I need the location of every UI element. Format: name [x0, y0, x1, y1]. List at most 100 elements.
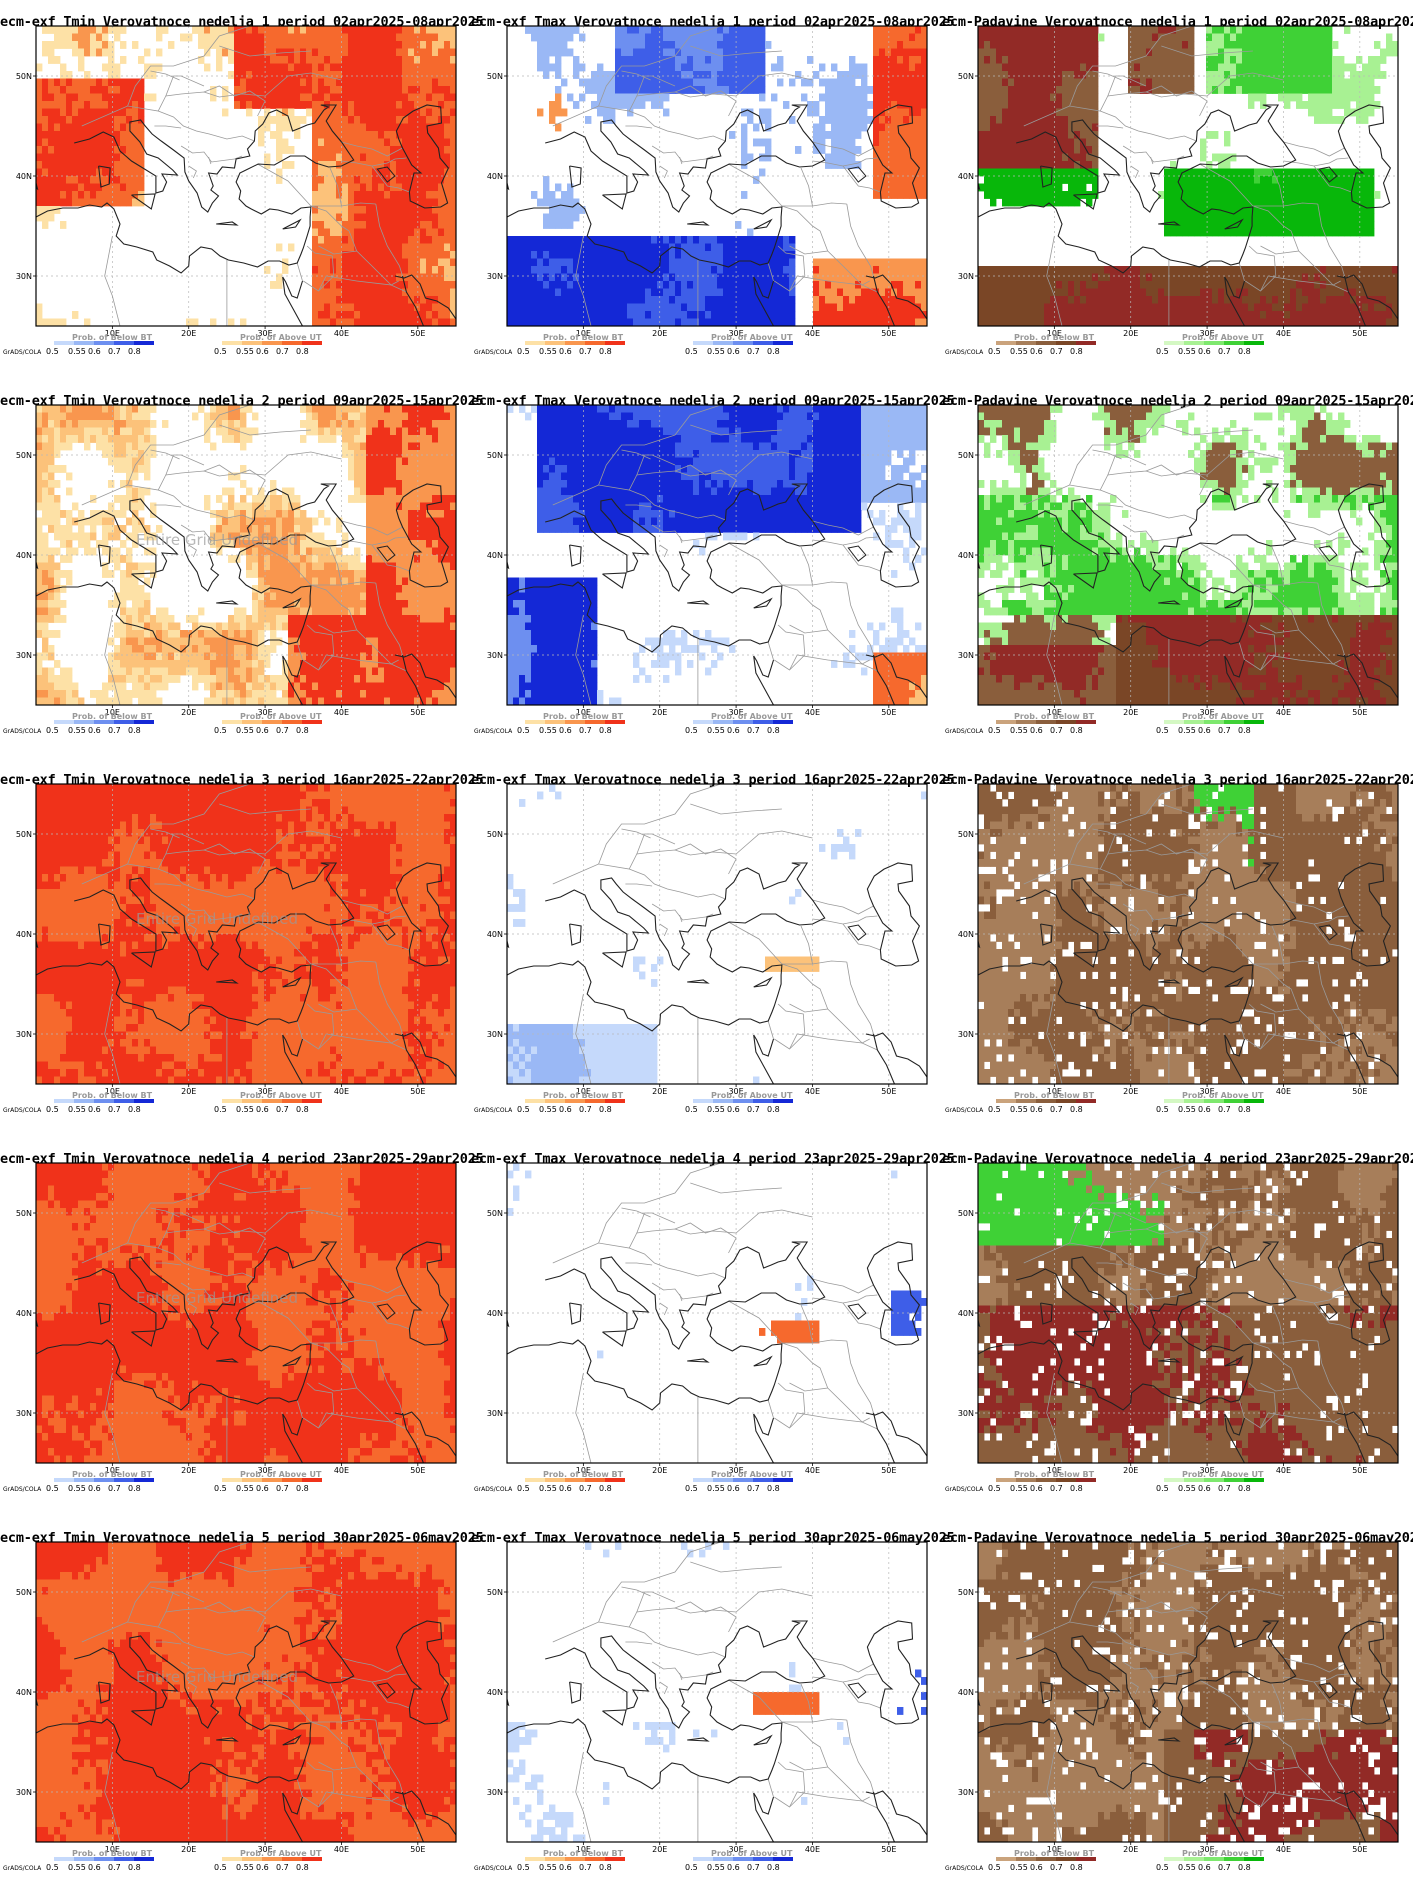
- legend-level-label: 0.8: [767, 1105, 780, 1114]
- legend-level-label: 0.5: [1156, 1105, 1169, 1114]
- legend-above-title: Prob. of Above UT: [1182, 1470, 1264, 1479]
- legend-level-label: 0.8: [767, 347, 780, 356]
- lon-tick-label: 40E: [1276, 1845, 1291, 1854]
- legend-level-label: 0.7: [1050, 1863, 1063, 1872]
- geography-outlines: [36, 1542, 456, 1842]
- lon-tick-label: 30E: [1199, 329, 1214, 338]
- legend-level-label: 0.5: [1156, 726, 1169, 735]
- lon-tick-label: 20E: [652, 1087, 667, 1096]
- legend-level-label: 0.5: [214, 726, 227, 735]
- probability-field: [978, 26, 1398, 326]
- legend-level-label: 0.5: [517, 1863, 530, 1872]
- lon-tick-label: 50E: [410, 1466, 425, 1475]
- lat-tick-label: 50N: [487, 451, 503, 460]
- legend-above-title: Prob. of Above UT: [1182, 1849, 1264, 1858]
- lat-tick-label: 40N: [16, 930, 32, 939]
- legend-level-label: 0.6: [88, 1863, 101, 1872]
- legend-level-label: 0.7: [579, 1484, 592, 1493]
- lon-tick-label: 50E: [881, 329, 896, 338]
- legend-level-label: 0.55: [236, 1484, 254, 1493]
- lon-tick-label: 30E: [1199, 1087, 1214, 1096]
- map-panel-tmin-w4: ecm-exf Tmin Verovatnoce nedelja 4 perio…: [0, 1137, 484, 1516]
- lat-tick-label: 40N: [487, 172, 503, 181]
- legend-level-label: 0.55: [707, 347, 725, 356]
- legend-level-label: 0.8: [296, 1484, 309, 1493]
- lon-tick-label: 40E: [334, 1845, 349, 1854]
- grads-credit: GrADS/COLA: [945, 1107, 984, 1114]
- legend-level-label: 0.55: [707, 1863, 725, 1872]
- geography-outlines: [507, 1542, 927, 1842]
- legend-level-label: 0.7: [108, 1105, 121, 1114]
- lon-tick-label: 10E: [1047, 1845, 1062, 1854]
- legend-level-label: 0.8: [767, 1863, 780, 1872]
- probability-map: 10E 20E 30E 40E 50E 30N 40N 50N GrADS/COLA Prob. …: [474, 1541, 928, 1872]
- lon-tick-label: 10E: [1047, 1466, 1062, 1475]
- legend-level-label: 0.7: [579, 1863, 592, 1872]
- legend-level-label: 0.8: [128, 726, 141, 735]
- grads-credit: GrADS/COLA: [474, 1865, 513, 1872]
- legend-below-title: Prob. of Below BT: [1014, 712, 1095, 721]
- geography-outlines: [36, 405, 456, 705]
- geography-outlines: [507, 26, 927, 326]
- legend-level-label: 0.6: [1030, 726, 1043, 735]
- legend-level-label: 0.55: [707, 1105, 725, 1114]
- legend-level-label: 0.6: [1198, 347, 1211, 356]
- lon-tick-label: 50E: [1352, 1845, 1367, 1854]
- map-panel-pad-w5: ecm-Padavine Verovatnoce nedelja 5 perio…: [942, 1516, 1413, 1895]
- probability-map: Entire Grid Undefined 10E 20E 30E 40E 50E 30N 4…: [3, 1162, 457, 1493]
- lat-tick-label: 50N: [487, 830, 503, 839]
- legend-level-label: 0.5: [988, 1105, 1001, 1114]
- legend-level-label: 0.7: [108, 347, 121, 356]
- legend-level-label: 0.8: [1238, 1484, 1251, 1493]
- lon-tick-label: 20E: [652, 708, 667, 717]
- lat-tick-label: 50N: [487, 1209, 503, 1218]
- lon-tick-label: 40E: [805, 1845, 820, 1854]
- lon-tick-label: 10E: [105, 1845, 120, 1854]
- probability-map: Entire Grid Undefined 10E 20E 30E 40E 50E 30N 4…: [3, 1541, 457, 1872]
- lon-tick-label: 50E: [1352, 708, 1367, 717]
- lat-tick-label: 50N: [16, 451, 32, 460]
- grid-undefined-note: Entire Grid Undefined: [136, 910, 298, 928]
- legend-level-label: 0.5: [1156, 1863, 1169, 1872]
- legend-level-label: 0.8: [1238, 1105, 1251, 1114]
- lat-tick-label: 40N: [487, 551, 503, 560]
- lon-tick-label: 20E: [1123, 1466, 1138, 1475]
- legend-level-label: 0.55: [539, 1105, 557, 1114]
- grads-credit: GrADS/COLA: [474, 1486, 513, 1493]
- lat-tick-label: 30N: [16, 651, 32, 660]
- legend-level-label: 0.55: [236, 1105, 254, 1114]
- lon-tick-label: 40E: [334, 329, 349, 338]
- lon-tick-label: 50E: [1352, 1087, 1367, 1096]
- legend-below-title: Prob. of Below BT: [72, 333, 153, 342]
- legend-level-label: 0.6: [559, 1484, 572, 1493]
- legend-above-title: Prob. of Above UT: [1182, 333, 1264, 342]
- lat-tick-label: 40N: [958, 551, 974, 560]
- legend-level-label: 0.7: [1218, 1863, 1231, 1872]
- legend-level-label: 0.6: [88, 347, 101, 356]
- lat-tick-label: 30N: [487, 272, 503, 281]
- legend-level-label: 0.6: [559, 1105, 572, 1114]
- legend-level-label: 0.7: [108, 726, 121, 735]
- legend-level-label: 0.55: [1178, 726, 1196, 735]
- legend-above-title: Prob. of Above UT: [711, 333, 793, 342]
- grads-credit: GrADS/COLA: [474, 349, 513, 356]
- lon-tick-label: 50E: [410, 1087, 425, 1096]
- legend-level-label: 0.7: [276, 1105, 289, 1114]
- legend-level-label: 0.6: [256, 1484, 269, 1493]
- lon-tick-label: 20E: [1123, 329, 1138, 338]
- lat-tick-label: 40N: [958, 172, 974, 181]
- grads-credit: GrADS/COLA: [3, 1486, 42, 1493]
- lon-tick-label: 30E: [257, 708, 272, 717]
- legend-level-label: 0.5: [214, 347, 227, 356]
- legend-level-label: 0.55: [68, 726, 86, 735]
- lon-tick-label: 10E: [576, 708, 591, 717]
- legend-level-label: 0.6: [559, 1863, 572, 1872]
- legend-level-label: 0.7: [1218, 1484, 1231, 1493]
- legend-below-title: Prob. of Below BT: [72, 1849, 153, 1858]
